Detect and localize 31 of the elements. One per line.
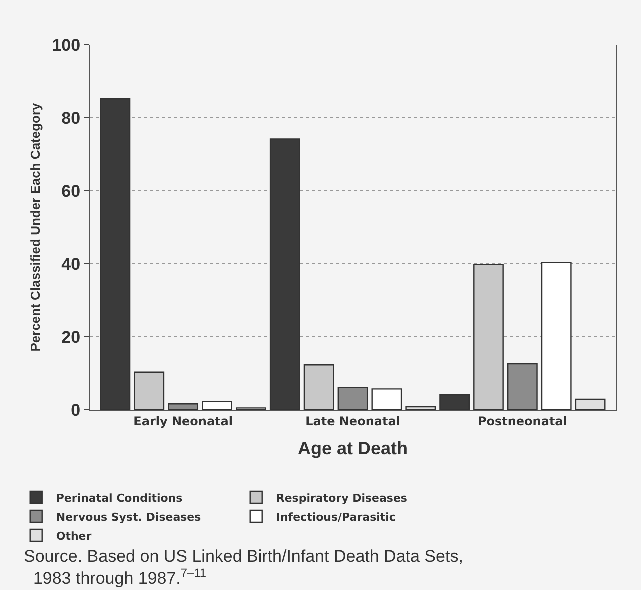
x-axis-title: Age at Death bbox=[298, 438, 408, 458]
bar bbox=[202, 401, 232, 410]
bar bbox=[440, 394, 470, 410]
bar bbox=[406, 406, 436, 410]
y-tick-label: 60 bbox=[62, 182, 81, 201]
bar bbox=[541, 262, 572, 410]
legend-label: Respiratory Diseases bbox=[276, 492, 408, 505]
y-tick-label: 0 bbox=[71, 400, 81, 420]
y-tick-label: 40 bbox=[62, 254, 81, 274]
y-axis-title: Percent Classified Under Each Category bbox=[28, 102, 44, 352]
bar bbox=[168, 404, 199, 410]
y-tick-label: 20 bbox=[62, 328, 81, 347]
bar bbox=[134, 372, 165, 410]
bar bbox=[474, 264, 504, 410]
source-note: Source. Based on US Linked Birth/Infant Death Data Sets, 1983 through 1987.$^{7–11}$ bbox=[24, 547, 464, 588]
bar bbox=[575, 398, 606, 410]
x-tick-label: Early Neonatal bbox=[134, 414, 233, 428]
bar bbox=[100, 98, 131, 410]
legend-label: Infectious/Parasitic bbox=[276, 510, 396, 524]
x-tick-label: Postneonatal bbox=[478, 414, 568, 428]
legend-label: Other bbox=[56, 530, 92, 543]
bar bbox=[338, 387, 368, 410]
x-tick-label: Late Neonatal bbox=[306, 414, 400, 428]
bar bbox=[304, 364, 334, 410]
y-tick-label: 80 bbox=[62, 108, 81, 128]
bar bbox=[507, 363, 538, 410]
bar bbox=[270, 138, 300, 410]
legend-label: Perinatal Conditions bbox=[56, 492, 184, 505]
bar bbox=[372, 388, 402, 410]
legend-label: Nervous Syst. Diseases bbox=[56, 510, 202, 524]
y-tick-label: 100 bbox=[52, 36, 81, 55]
